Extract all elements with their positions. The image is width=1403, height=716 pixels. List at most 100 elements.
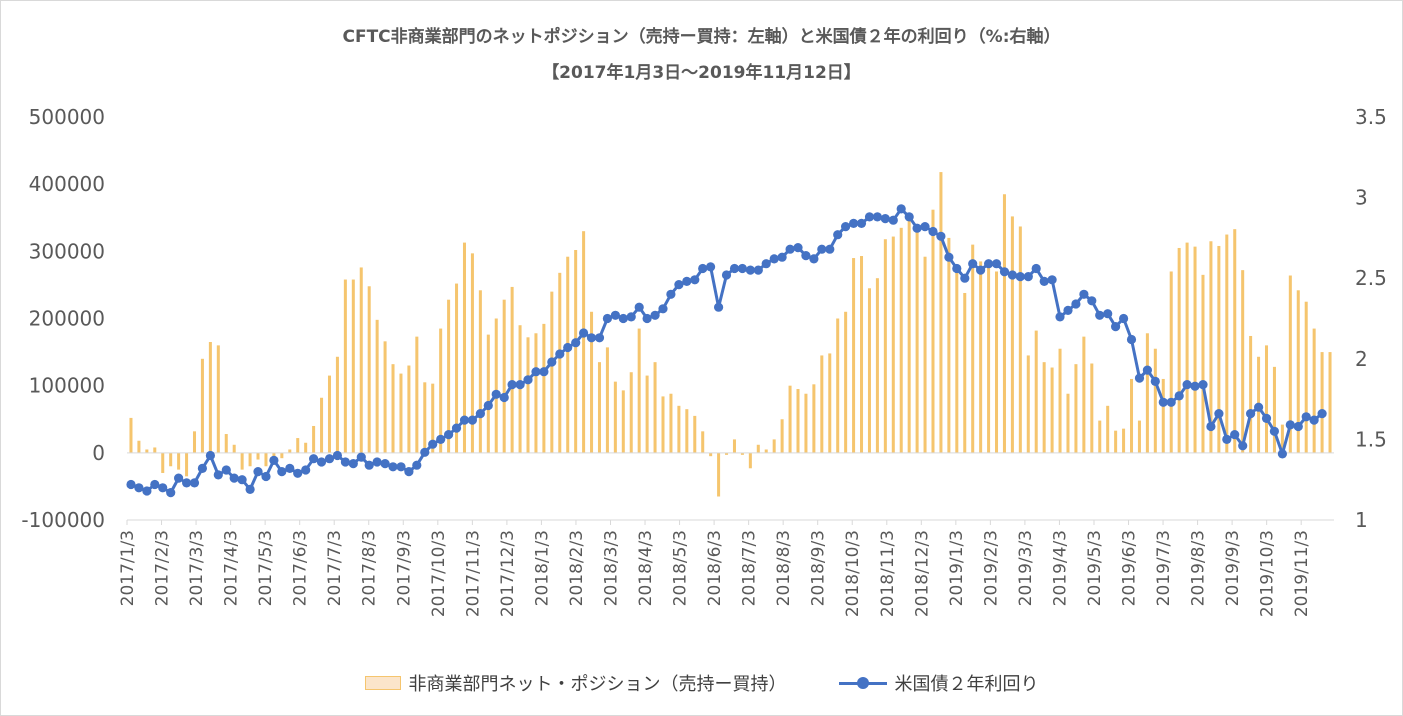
bar xyxy=(367,286,371,453)
bar xyxy=(764,449,768,453)
bar xyxy=(605,347,609,453)
bar xyxy=(177,452,181,470)
bar xyxy=(232,444,236,453)
yield-point xyxy=(197,463,207,473)
yield-point xyxy=(880,214,890,224)
bar xyxy=(1280,424,1284,453)
x-axis-tick-label: 2017/6/3 xyxy=(291,530,311,606)
x-axis-tick-label: 2018/2/3 xyxy=(567,530,587,606)
bar xyxy=(1114,430,1118,453)
bar xyxy=(939,172,943,453)
yield-point xyxy=(1134,373,1145,383)
legend-line-label: 米国債２年利回り xyxy=(894,674,1039,695)
yield-point xyxy=(1301,412,1311,422)
bar xyxy=(1098,420,1102,453)
yield-point xyxy=(896,204,906,214)
right-axis-tick-label: 3.5 xyxy=(1355,105,1387,129)
bar xyxy=(153,447,157,453)
yield-point xyxy=(1047,275,1057,285)
yield-point xyxy=(761,259,771,269)
yield-point xyxy=(1166,397,1176,407)
yield-point xyxy=(316,457,327,467)
bar xyxy=(216,345,220,453)
legend-bar-swatch xyxy=(364,676,401,690)
bar xyxy=(1288,275,1292,453)
bar xyxy=(494,318,498,453)
yield-point xyxy=(404,467,414,477)
bar xyxy=(685,409,689,453)
bar xyxy=(1296,290,1300,453)
yield-point xyxy=(714,302,724,312)
bar xyxy=(351,279,355,453)
yield-point xyxy=(436,434,446,444)
yield-point xyxy=(1277,449,1287,459)
yield-point xyxy=(642,313,652,324)
yield-point xyxy=(745,265,756,275)
yield-point xyxy=(229,473,239,483)
yield-point xyxy=(849,218,859,228)
x-axis-tick-label: 2018/4/3 xyxy=(636,530,656,606)
bar xyxy=(1272,366,1276,453)
bar xyxy=(883,239,887,453)
bar xyxy=(137,440,141,453)
bar xyxy=(478,290,482,453)
bar xyxy=(1177,247,1181,453)
yield-point xyxy=(579,328,589,338)
bar xyxy=(343,279,347,453)
yield-point xyxy=(618,313,628,324)
yield-point xyxy=(1126,334,1137,345)
x-axis-tick-label: 2018/6/3 xyxy=(705,530,725,606)
bar xyxy=(1026,355,1030,453)
yield-point xyxy=(1230,430,1240,440)
bar xyxy=(455,283,459,453)
bar xyxy=(240,452,244,470)
bar xyxy=(844,311,848,453)
yield-point xyxy=(1023,272,1033,282)
x-axis-tick-label: 2019/1/3 xyxy=(947,530,967,606)
bar xyxy=(693,415,697,453)
bar xyxy=(637,328,641,453)
yield-point xyxy=(189,478,200,488)
yield-point xyxy=(205,450,215,461)
bar xyxy=(550,291,554,453)
bar xyxy=(1264,345,1269,453)
yield-point xyxy=(1103,309,1113,319)
yield-point xyxy=(1206,421,1216,432)
bar xyxy=(987,264,991,453)
yield-point xyxy=(1309,415,1319,425)
yield-point xyxy=(245,484,255,494)
yield-point xyxy=(380,459,390,469)
yield-point xyxy=(499,392,509,403)
yield-point xyxy=(920,222,930,232)
bar xyxy=(852,258,856,453)
yield-point xyxy=(1111,322,1121,332)
yield-point xyxy=(1150,376,1160,386)
bar xyxy=(613,381,617,453)
yield-point xyxy=(491,389,501,399)
legend-item-bar: 非商業部門ネット・ポジション（売持ー買持） xyxy=(364,670,787,696)
bar xyxy=(947,237,951,453)
bar xyxy=(1320,352,1324,453)
bar xyxy=(645,375,649,453)
yield-point xyxy=(309,454,319,464)
yield-point xyxy=(1055,312,1065,322)
yield-point xyxy=(134,483,144,493)
x-axis-tick-label: 2018/3/3 xyxy=(602,530,622,606)
bar xyxy=(542,323,546,453)
bar xyxy=(1034,330,1038,453)
yield-point xyxy=(356,452,366,462)
yield-point xyxy=(912,223,922,233)
x-axis-tick-label: 2019/11/3 xyxy=(1292,530,1312,617)
x-axis-tick-label: 2017/2/3 xyxy=(153,530,173,606)
bar xyxy=(923,256,927,453)
bar xyxy=(1122,428,1126,453)
bar xyxy=(1145,333,1149,453)
bar xyxy=(590,311,594,453)
yield-point xyxy=(904,212,914,222)
bar xyxy=(510,286,514,453)
bar xyxy=(836,318,840,453)
bar xyxy=(1201,274,1205,453)
chart-title: CFTC非商業部門のネットポジション（売持ー買持：左軸）と米国債２年の利回り（%… xyxy=(342,27,1061,47)
yield-point xyxy=(547,357,557,367)
legend-line-swatch xyxy=(838,676,887,690)
